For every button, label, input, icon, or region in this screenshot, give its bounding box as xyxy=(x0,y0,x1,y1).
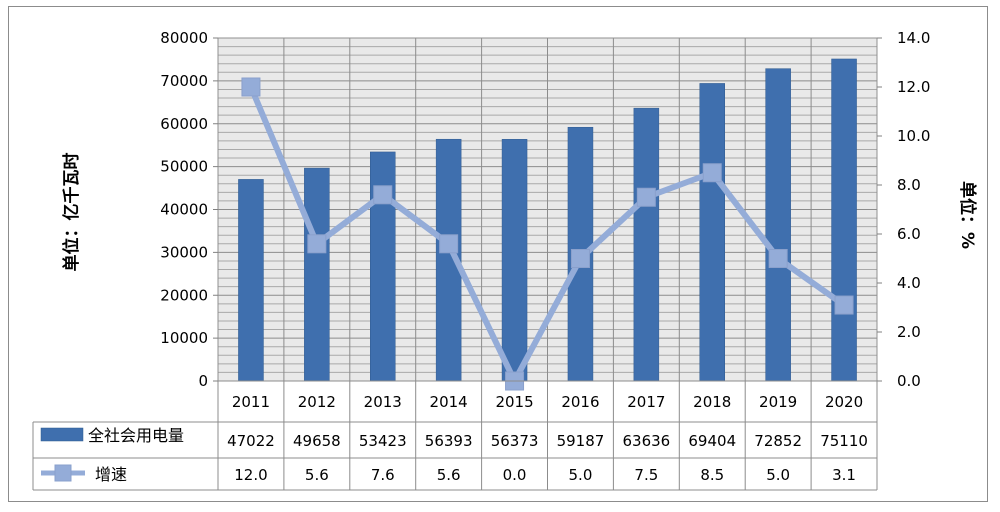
y-axis-title: 单位：亿千瓦时 xyxy=(61,153,82,272)
y-tick-label: 10000 xyxy=(160,329,208,347)
y2-tick-label: 14.0 xyxy=(897,29,930,47)
y2-tick-label: 6.0 xyxy=(897,225,921,243)
bar-2020 xyxy=(831,58,857,382)
point-2011 xyxy=(241,77,261,97)
y2-tick-label: 0.0 xyxy=(897,372,921,390)
table-cell-line-2017: 7.5 xyxy=(634,466,658,484)
table-cell-line-2013: 7.6 xyxy=(371,466,395,484)
category-label-2012: 2012 xyxy=(298,393,336,411)
legend-label-line: 增速 xyxy=(95,465,127,484)
table-cell-bar-2018: 69404 xyxy=(688,432,736,450)
table-cell-line-2014: 5.6 xyxy=(437,466,461,484)
bar-2019 xyxy=(765,68,791,382)
category-label-2017: 2017 xyxy=(627,393,665,411)
table-cell-line-2018: 8.5 xyxy=(700,466,724,484)
category-label-2011: 2011 xyxy=(232,393,270,411)
legend-key-bar xyxy=(40,427,84,442)
category-label-2015: 2015 xyxy=(495,393,533,411)
y2-tick-label: 10.0 xyxy=(897,127,930,145)
table-cell-bar-2015: 56373 xyxy=(491,432,539,450)
table-cell-bar-2019: 72852 xyxy=(754,432,802,450)
y-tick-label: 30000 xyxy=(160,243,208,261)
table-cell-bar-2020: 75110 xyxy=(820,432,868,450)
bar-2017 xyxy=(633,107,660,382)
table-cell-line-2015: 0.0 xyxy=(503,466,527,484)
table-cell-bar-2012: 49658 xyxy=(293,432,341,450)
y-tick-label: 40000 xyxy=(160,201,208,219)
y2-tick-label: 2.0 xyxy=(897,323,921,341)
table-cell-line-2012: 5.6 xyxy=(305,466,329,484)
y2-axis-title: 单位：% xyxy=(957,181,978,249)
category-label-2020: 2020 xyxy=(825,393,863,411)
line-growth-rate xyxy=(248,85,846,384)
legend-key-marker xyxy=(54,464,72,482)
category-label-2013: 2013 xyxy=(364,393,402,411)
y2-tick-label: 4.0 xyxy=(897,274,921,292)
table-cell-bar-2011: 47022 xyxy=(227,432,275,450)
table-cell-bar-2013: 53423 xyxy=(359,432,407,450)
y-tick-label: 50000 xyxy=(160,158,208,176)
point-2018 xyxy=(702,163,722,183)
y-tick-label: 0 xyxy=(198,372,208,390)
table-cell-line-2020: 3.1 xyxy=(832,466,856,484)
category-label-2014: 2014 xyxy=(430,393,468,411)
legend-label-bar: 全社会用电量 xyxy=(88,426,184,445)
table-cell-line-2011: 12.0 xyxy=(234,466,267,484)
bar-2011 xyxy=(238,179,264,382)
bar-2015 xyxy=(501,139,528,382)
bar-2018 xyxy=(699,83,725,382)
y-tick-label: 80000 xyxy=(160,29,208,47)
table-cell-line-2016: 5.0 xyxy=(569,466,593,484)
table-cell-bar-2016: 59187 xyxy=(557,432,605,450)
table-cell-line-2019: 5.0 xyxy=(766,466,790,484)
y-tick-label: 60000 xyxy=(160,115,208,133)
category-label-2016: 2016 xyxy=(561,393,599,411)
point-2012 xyxy=(307,234,327,254)
category-label-2018: 2018 xyxy=(693,393,731,411)
point-2016 xyxy=(570,249,590,268)
y-tick-label: 20000 xyxy=(160,286,208,304)
y2-tick-label: 8.0 xyxy=(897,176,921,194)
point-2017 xyxy=(636,187,656,207)
point-2019 xyxy=(768,249,788,268)
table-cell-bar-2017: 63636 xyxy=(622,432,670,450)
y2-tick-label: 12.0 xyxy=(897,78,930,96)
point-2013 xyxy=(373,185,393,205)
table-cell-bar-2014: 56393 xyxy=(425,432,473,450)
y-tick-label: 70000 xyxy=(160,72,208,90)
category-label-2019: 2019 xyxy=(759,393,797,411)
bar-2012 xyxy=(304,167,330,382)
point-2020 xyxy=(834,295,854,315)
point-2014 xyxy=(439,234,459,254)
